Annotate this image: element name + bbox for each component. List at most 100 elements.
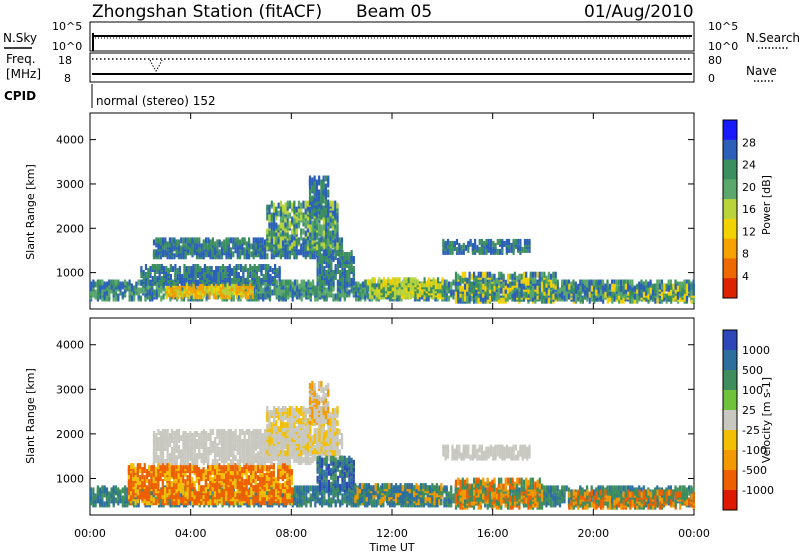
data-cell bbox=[211, 251, 214, 258]
data-cell bbox=[203, 272, 206, 278]
data-cell bbox=[307, 279, 310, 286]
data-cell bbox=[642, 291, 646, 298]
data-cell bbox=[318, 205, 321, 212]
data-cell bbox=[309, 230, 312, 237]
data-cell bbox=[325, 274, 328, 280]
data-cell bbox=[314, 285, 317, 292]
data-cell bbox=[309, 485, 312, 492]
data-cell bbox=[322, 230, 325, 237]
data-cell bbox=[227, 251, 230, 258]
data-cell bbox=[275, 206, 278, 213]
data-cell bbox=[341, 497, 344, 504]
data-cell bbox=[327, 489, 330, 496]
data-cell bbox=[690, 289, 693, 296]
data-cell bbox=[391, 285, 394, 292]
data-cell bbox=[302, 242, 305, 249]
data-cell bbox=[453, 240, 456, 247]
data-cell bbox=[217, 277, 220, 284]
data-cell bbox=[239, 247, 242, 254]
data-cell bbox=[165, 266, 168, 272]
data-cell bbox=[224, 266, 227, 272]
data-cell bbox=[556, 287, 559, 294]
data-cell bbox=[142, 270, 145, 276]
data-cell bbox=[296, 285, 299, 292]
data-cell bbox=[475, 297, 478, 304]
data-cell bbox=[350, 266, 353, 272]
data-cell bbox=[298, 489, 301, 496]
data-cell bbox=[348, 277, 351, 284]
data-cell bbox=[215, 270, 218, 276]
data-cell bbox=[437, 287, 440, 294]
data-cell bbox=[464, 283, 467, 290]
data-cell bbox=[282, 228, 285, 235]
data-cell bbox=[460, 244, 463, 251]
data-cell bbox=[121, 487, 124, 494]
data-cell bbox=[309, 499, 312, 506]
data-cell bbox=[140, 272, 143, 278]
data-cell bbox=[489, 246, 493, 253]
data-cell bbox=[206, 276, 209, 282]
data-cell bbox=[504, 287, 507, 294]
data-cell bbox=[236, 243, 239, 250]
data-cell bbox=[407, 285, 410, 292]
data-cell bbox=[318, 189, 321, 196]
data-cell bbox=[191, 247, 194, 254]
data-cell bbox=[169, 264, 172, 270]
data-cell bbox=[549, 495, 552, 502]
colorbar-tick-label: 24 bbox=[742, 159, 756, 172]
data-cell bbox=[213, 291, 216, 298]
data-cell bbox=[631, 279, 634, 286]
data-cell bbox=[110, 279, 113, 286]
data-cell bbox=[685, 295, 689, 302]
data-cell bbox=[465, 244, 468, 251]
data-cell bbox=[352, 277, 355, 284]
data-cell bbox=[151, 264, 154, 270]
data-cell bbox=[313, 195, 316, 202]
data-cell bbox=[454, 297, 458, 304]
data-cell bbox=[205, 251, 208, 258]
data-cell bbox=[636, 295, 639, 302]
data-cell bbox=[220, 241, 224, 248]
data-cell bbox=[92, 487, 95, 494]
data-cell bbox=[214, 253, 217, 260]
data-cell bbox=[343, 252, 346, 258]
data-cell bbox=[206, 266, 209, 272]
data-cell bbox=[454, 289, 458, 296]
data-cell bbox=[243, 253, 246, 260]
data-cell bbox=[293, 230, 296, 237]
data-cell bbox=[508, 246, 511, 253]
data-cell bbox=[325, 222, 328, 229]
data-cell bbox=[198, 237, 201, 244]
data-cell bbox=[210, 289, 213, 296]
data-cell bbox=[201, 287, 204, 294]
data-cell bbox=[296, 293, 299, 300]
data-cell bbox=[164, 249, 167, 256]
data-cell bbox=[404, 501, 407, 508]
data-cell bbox=[230, 268, 234, 274]
data-cell bbox=[308, 207, 312, 214]
data-cell bbox=[224, 293, 227, 300]
data-cell bbox=[531, 271, 535, 278]
data-cell bbox=[245, 241, 248, 248]
data-cell bbox=[325, 256, 328, 262]
data-cell bbox=[318, 175, 321, 182]
data-cell bbox=[305, 495, 308, 502]
data-cell bbox=[176, 283, 179, 290]
data-cell bbox=[443, 497, 446, 504]
data-cell bbox=[213, 287, 216, 294]
data-cell bbox=[520, 277, 523, 284]
data-cell bbox=[249, 272, 252, 278]
data-cell bbox=[311, 203, 314, 210]
data-cell bbox=[615, 279, 618, 286]
data-cell bbox=[327, 250, 330, 256]
data-cell bbox=[268, 204, 271, 211]
data-cell bbox=[309, 226, 312, 233]
data-cell bbox=[457, 297, 460, 304]
beam-title: Beam 05 bbox=[356, 2, 432, 22]
data-cell bbox=[304, 200, 307, 207]
data-cell bbox=[468, 281, 471, 288]
data-cell bbox=[324, 209, 327, 216]
data-cell bbox=[618, 293, 621, 300]
data-cell bbox=[284, 220, 287, 227]
data-cell bbox=[331, 239, 335, 246]
